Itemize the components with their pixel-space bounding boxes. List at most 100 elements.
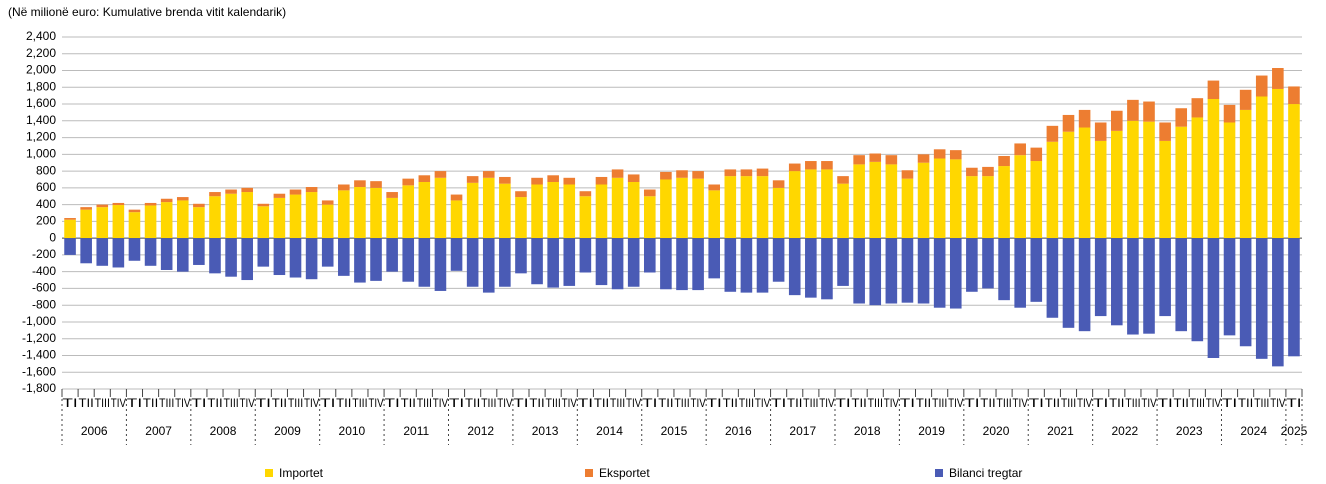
x-tick-label: TIV bbox=[1206, 396, 1221, 410]
year-label: 2008 bbox=[210, 424, 237, 438]
bar bbox=[1288, 86, 1300, 105]
bar bbox=[756, 176, 769, 239]
bar bbox=[1191, 117, 1204, 239]
bar bbox=[1062, 238, 1075, 328]
legend-label: Bilanci tregtar bbox=[949, 466, 1022, 480]
x-tick-label: TII bbox=[79, 396, 94, 410]
bar bbox=[756, 168, 769, 177]
bar bbox=[321, 200, 334, 205]
x-tick-label: TI bbox=[835, 396, 850, 410]
x-tick-label: TIII bbox=[803, 396, 818, 410]
bar bbox=[627, 174, 640, 182]
bar bbox=[853, 238, 865, 304]
year-label: 2012 bbox=[467, 424, 494, 438]
bar bbox=[144, 202, 157, 206]
bar bbox=[80, 238, 92, 264]
bar bbox=[1272, 88, 1284, 239]
x-tick-label: TI bbox=[1029, 396, 1044, 410]
bar bbox=[901, 170, 914, 179]
bar bbox=[515, 197, 527, 239]
y-tick-label: 2,400 bbox=[26, 29, 56, 43]
bar bbox=[1143, 121, 1155, 239]
bar bbox=[692, 171, 704, 179]
bar bbox=[257, 206, 270, 239]
bar bbox=[837, 183, 849, 239]
year-label: 2015 bbox=[661, 424, 688, 438]
x-tick-label: TIV bbox=[175, 396, 190, 410]
bar bbox=[998, 238, 1010, 301]
bar bbox=[756, 238, 769, 293]
bar bbox=[611, 177, 624, 239]
year-label: 2011 bbox=[403, 424, 429, 438]
x-tick-label: TII bbox=[980, 396, 995, 410]
x-tick-label: TIV bbox=[884, 396, 899, 410]
bar bbox=[1207, 80, 1220, 100]
bar bbox=[434, 171, 447, 178]
bar bbox=[643, 196, 656, 239]
x-tick-label: TII bbox=[401, 396, 416, 410]
bar bbox=[338, 190, 350, 239]
bar bbox=[1159, 140, 1171, 239]
bar bbox=[466, 182, 479, 239]
x-tick-label: TII bbox=[1238, 396, 1253, 410]
bar bbox=[144, 205, 157, 239]
bar bbox=[338, 238, 350, 276]
bar bbox=[289, 194, 302, 239]
bar bbox=[1223, 122, 1236, 239]
bar bbox=[821, 161, 833, 170]
x-tick-label: TII bbox=[207, 396, 222, 410]
bar bbox=[1014, 238, 1026, 308]
bar bbox=[966, 167, 978, 177]
bar bbox=[1255, 238, 1268, 359]
bar bbox=[1272, 238, 1284, 367]
bar bbox=[482, 171, 495, 178]
x-tick-label: TIII bbox=[95, 396, 110, 410]
bar bbox=[547, 181, 559, 239]
bar bbox=[1175, 238, 1188, 332]
bar bbox=[305, 238, 318, 280]
bar bbox=[708, 184, 721, 191]
y-tick-label: -1,000 bbox=[22, 314, 56, 328]
bar bbox=[982, 176, 994, 239]
bar bbox=[643, 238, 656, 273]
bar bbox=[225, 193, 237, 239]
bar bbox=[418, 175, 431, 182]
bar bbox=[241, 192, 253, 239]
bar bbox=[788, 238, 801, 296]
bar bbox=[257, 238, 270, 267]
y-tick-label: 400 bbox=[36, 197, 56, 211]
x-tick-label: TII bbox=[787, 396, 802, 410]
bar bbox=[805, 161, 817, 170]
legend-swatch bbox=[935, 469, 943, 477]
bar bbox=[917, 238, 930, 304]
bar bbox=[692, 178, 704, 239]
x-tick-label: TII bbox=[336, 396, 351, 410]
y-tick-label: -1,400 bbox=[22, 348, 56, 362]
x-tick-label: TI bbox=[1093, 396, 1108, 410]
bar bbox=[660, 171, 672, 180]
bar bbox=[1127, 120, 1139, 239]
bar bbox=[402, 185, 415, 239]
bar bbox=[338, 184, 350, 191]
chart-title: (Në milionë euro: Kumulative brenda viti… bbox=[8, 5, 286, 19]
y-tick-label: 800 bbox=[36, 163, 56, 177]
bar bbox=[982, 238, 994, 289]
bar bbox=[209, 196, 221, 239]
bar bbox=[499, 176, 511, 184]
y-tick-label: -1,200 bbox=[22, 331, 56, 345]
bar bbox=[418, 181, 431, 239]
x-tick-label: TII bbox=[143, 396, 158, 410]
bar bbox=[273, 238, 286, 276]
x-tick-label: TIV bbox=[562, 396, 577, 410]
x-tick-label: TI bbox=[1157, 396, 1172, 410]
bar bbox=[434, 177, 447, 239]
bar bbox=[515, 191, 527, 198]
bar bbox=[966, 238, 978, 292]
bar bbox=[386, 197, 398, 239]
bar bbox=[724, 176, 737, 239]
bar bbox=[788, 163, 801, 172]
bar bbox=[676, 238, 688, 291]
x-tick-label: TIII bbox=[1254, 396, 1269, 410]
